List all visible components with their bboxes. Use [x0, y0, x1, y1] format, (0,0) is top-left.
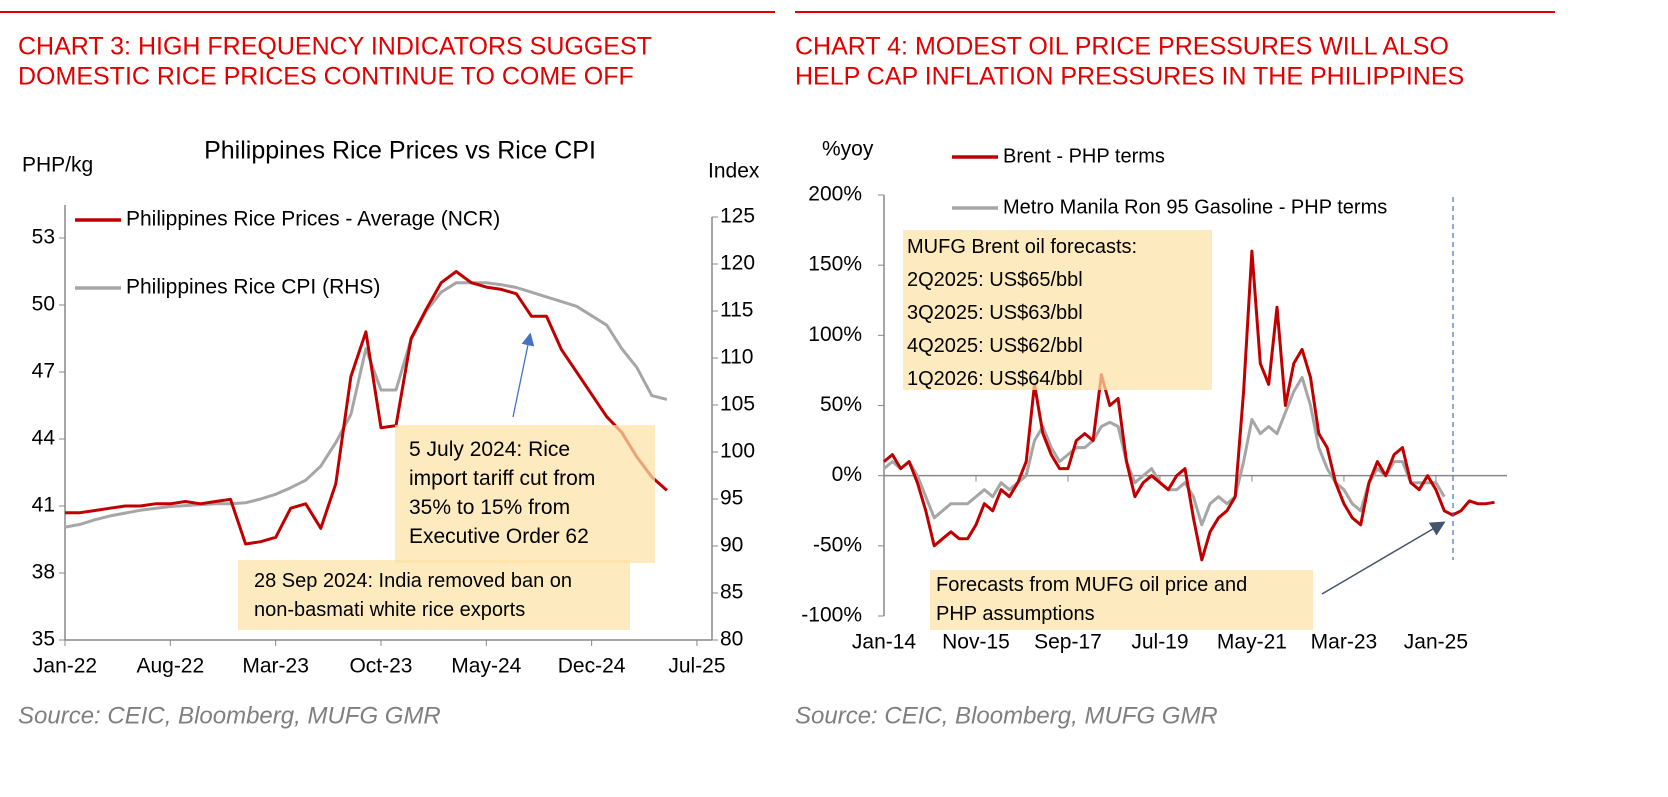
legend-label: Philippines Rice Prices - Average (NCR) [126, 208, 500, 231]
y-tick-label: 50% [820, 393, 862, 416]
arrow [1321, 521, 1446, 595]
x-tick-label: Jul-19 [1131, 631, 1188, 654]
annotation-line: PHP assumptions [936, 603, 1095, 625]
arrow [512, 332, 535, 418]
y-tick-label: 53 [32, 226, 55, 249]
chart-title: Philippines Rice Prices vs Rice CPI [204, 137, 596, 165]
y-tick-label: 50 [32, 293, 55, 316]
y-tick-label: 47 [32, 360, 55, 383]
annotation-line: 28 Sep 2024: India removed ban on [254, 570, 573, 592]
x-tick-label: Sep-17 [1034, 631, 1102, 654]
y2-tick-label: 85 [720, 581, 743, 604]
x-tick-label: Jul-25 [668, 655, 725, 678]
x-tick-label: May-24 [451, 655, 521, 678]
series-line [64, 281, 668, 529]
chart-heading: CHART 3: HIGH FREQUENCY INDICATORS SUGGE… [18, 33, 652, 61]
chart-heading: CHART 4: MODEST OIL PRICE PRESSURES WILL… [795, 33, 1449, 61]
annotation-line: import tariff cut from [409, 467, 596, 490]
series-line [883, 249, 1495, 562]
y2-tick-label: 115 [720, 299, 753, 322]
y-tick-label: 41 [32, 494, 55, 517]
y-tick-label: 38 [32, 561, 55, 584]
annotation-line: 4Q2025: US$62/bbl [907, 335, 1083, 357]
annotation-line: Forecasts from MUFG oil price and [936, 574, 1248, 596]
x-tick-label: Mar-23 [242, 655, 309, 678]
annotation: 5 July 2024: Rice import tariff cut from 3… [395, 425, 655, 563]
y-axis-title: %yoy [822, 138, 874, 161]
chart-heading: DOMESTIC RICE PRICES CONTINUE TO COME OF… [18, 63, 634, 91]
y-tick-label: 0% [832, 463, 862, 486]
y-tick-label: 35 [32, 628, 55, 651]
y2-tick-label: 95 [720, 487, 743, 510]
x-tick-label: Jan-14 [852, 631, 917, 654]
y-tick-label: -100% [801, 604, 862, 627]
x-tick-label: Jan-25 [1404, 631, 1468, 654]
x-tick-label: Nov-15 [942, 631, 1010, 654]
y2-tick-label: 105 [720, 393, 755, 416]
legend-label: Brent - PHP terms [1003, 145, 1165, 167]
x-tick-label: Oct-23 [349, 655, 412, 678]
annotation-line: non-basmati white rice exports [254, 599, 526, 621]
annotation: 28 Sep 2024: India removed ban on non-bas… [238, 560, 630, 630]
x-tick-label: Dec-24 [558, 655, 626, 678]
series-line [65, 270, 668, 546]
chart-heading: HELP CAP INFLATION PRESSURES IN THE PHIL… [795, 63, 1464, 91]
y-tick-label: 200% [808, 183, 862, 206]
annotation-line: 1Q2026: US$64/bbl [907, 368, 1083, 390]
annotation: Forecasts from MUFG oil price and PHP ass… [930, 570, 1313, 630]
legend-label: Metro Manila Ron 95 Gasoline - PHP terms [1003, 196, 1387, 218]
y2-axis-title: Index [708, 160, 760, 183]
annotation-line: 35% to 15% from [409, 496, 571, 519]
annotation: MUFG Brent oil forecasts: 2Q2025: US$65/b… [903, 230, 1212, 390]
x-tick-label: Mar-23 [1311, 631, 1378, 654]
annotation-line: Executive Order 62 [409, 525, 589, 548]
y2-tick-label: 120 [720, 252, 755, 275]
y-tick-label: -50% [813, 533, 862, 556]
x-tick-label: May-21 [1217, 631, 1287, 654]
y2-tick-label: 90 [720, 534, 743, 557]
source: Source: CEIC, Bloomberg, MUFG GMR [795, 702, 1218, 729]
series-line [883, 375, 1446, 527]
source: Source: CEIC, Bloomberg, MUFG GMR [18, 702, 441, 729]
y2-tick-label: 110 [720, 346, 753, 369]
y-tick-label: 44 [32, 427, 56, 450]
x-tick-label: Jan-22 [33, 655, 97, 678]
y-axis-title: PHP/kg [22, 154, 93, 177]
y2-tick-label: 80 [720, 628, 743, 651]
y-tick-label: 150% [808, 253, 862, 276]
y2-tick-label: 125 [720, 205, 755, 228]
y-tick-label: 100% [808, 323, 862, 346]
annotation-line: 3Q2025: US$63/bbl [907, 302, 1083, 324]
legend-label: Philippines Rice CPI (RHS) [126, 276, 380, 299]
annotation-line: MUFG Brent oil forecasts: [907, 236, 1138, 258]
annotation-line: 2Q2025: US$65/bbl [907, 269, 1083, 291]
x-tick-label: Aug-22 [136, 655, 204, 678]
annotation-line: 5 July 2024: Rice [409, 438, 571, 461]
y2-tick-label: 100 [720, 440, 755, 463]
